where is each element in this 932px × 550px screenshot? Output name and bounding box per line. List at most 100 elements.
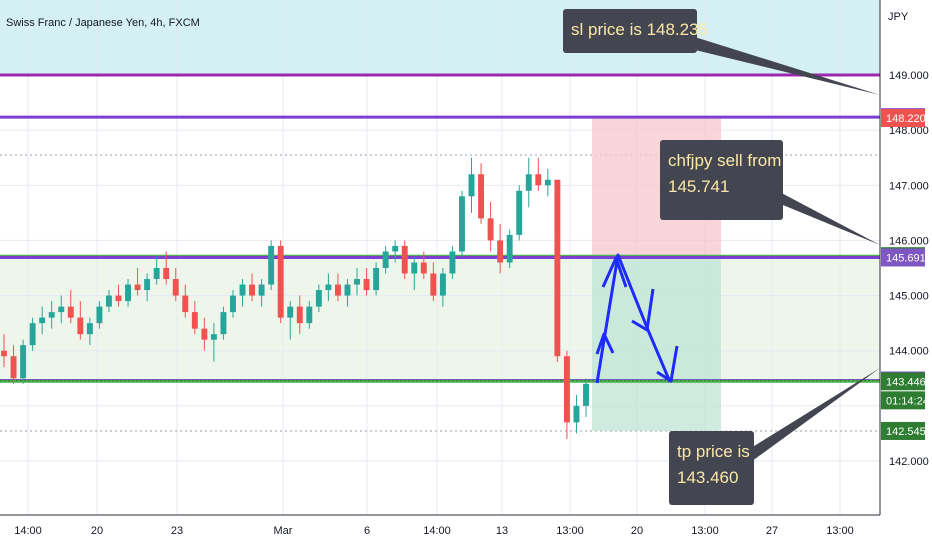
- time-tick: 13: [496, 525, 508, 537]
- price-tick: 145.000: [889, 291, 929, 303]
- candle-body: [459, 196, 465, 252]
- horizontal-lines[interactable]: [0, 73, 880, 383]
- candle: [487, 201, 494, 252]
- candle-body: [67, 306, 74, 318]
- price-label-box: [881, 421, 925, 440]
- entry-callout[interactable]: chfjpy sell from 145.741: [660, 140, 880, 245]
- candle-body: [268, 245, 275, 285]
- candle-body: [439, 273, 446, 296]
- candle: [153, 256, 160, 285]
- candle: [478, 163, 485, 224]
- candle-body: [153, 268, 160, 280]
- time-tick: Mar: [274, 525, 293, 537]
- annotations[interactable]: sl price is 148.235 chfjpy sell from 145.7…: [563, 9, 880, 505]
- candle-body: [535, 174, 542, 186]
- candle-body: [277, 245, 284, 318]
- price-label-text: 143.446: [886, 376, 926, 388]
- candle: [210, 323, 217, 362]
- candle-body: [296, 306, 303, 324]
- arrow-head-0: [595, 332, 615, 355]
- time-axis: 14:00 20 23 Mar 6 14:00 13 13:00 20 13:00 27 13:00: [0, 514, 932, 550]
- candle: [563, 350, 570, 439]
- candle-body: [1, 350, 7, 357]
- price-label: 142.545: [881, 421, 926, 440]
- drawn-arrows: [595, 253, 679, 384]
- candle-body: [315, 290, 322, 307]
- candle-body: [373, 268, 380, 291]
- candle: [67, 290, 74, 324]
- candle: [535, 157, 542, 191]
- price-label-text: 01:14:24: [886, 395, 929, 407]
- candle: [258, 279, 265, 307]
- price-label-box: [881, 391, 925, 410]
- callout-box: [660, 140, 783, 220]
- chart-title: Swiss Franc / Japanese Yen, 4h, FXCM: [6, 17, 200, 29]
- candle: [430, 262, 437, 302]
- callout-text-line2: 145.741: [668, 177, 729, 196]
- price-label-text: 142.545: [886, 426, 926, 438]
- time-tick: 6: [364, 525, 370, 537]
- candle: [411, 256, 418, 291]
- time-tick: 27: [766, 525, 778, 537]
- candle: [315, 284, 322, 313]
- candle-body: [182, 295, 189, 313]
- candle-body: [497, 240, 504, 263]
- candle: [573, 394, 580, 434]
- price-label: 01:14:24: [881, 391, 929, 410]
- candle-body: [516, 190, 523, 235]
- candle: [420, 251, 427, 280]
- candle-body: [134, 284, 141, 291]
- time-tick: 23: [171, 525, 183, 537]
- currency-label: JPY: [888, 11, 909, 23]
- candle: [201, 317, 208, 351]
- candle-body: [58, 306, 65, 313]
- candle: [401, 240, 408, 280]
- candle: [230, 290, 236, 318]
- candle-body: [430, 273, 437, 296]
- candle-body: [287, 306, 294, 318]
- candle-body: [468, 174, 475, 197]
- candle: [144, 273, 151, 302]
- candle: [354, 268, 360, 296]
- candle-body: [10, 356, 17, 379]
- projected-path: [595, 253, 672, 384]
- price-label: 148.220: [881, 109, 926, 128]
- candle: [468, 157, 475, 213]
- candle: [48, 301, 55, 329]
- candle: [277, 240, 284, 324]
- price-label: 143.446: [881, 372, 926, 391]
- candle-body: [230, 295, 236, 313]
- candle: [373, 262, 380, 296]
- candle-body: [583, 383, 589, 406]
- candle: [249, 273, 256, 302]
- candle: [306, 301, 313, 329]
- candle-body: [506, 234, 513, 263]
- take-profit-zone: [592, 254, 721, 431]
- candle: [525, 157, 532, 208]
- callout-tail: [650, 23, 880, 95]
- candle-body: [125, 284, 131, 302]
- price-tick: 144.000: [889, 346, 929, 358]
- candle: [363, 268, 370, 296]
- candle: [459, 190, 465, 257]
- candle-body: [449, 251, 456, 274]
- time-tick: 13:00: [556, 525, 584, 537]
- candle: [86, 317, 93, 346]
- candle: [325, 273, 332, 302]
- candle: [544, 168, 551, 197]
- candle: [115, 284, 122, 307]
- arrow-head-1: [601, 256, 628, 288]
- candle: [449, 245, 456, 280]
- time-tick: 14:00: [423, 525, 451, 537]
- sl-callout[interactable]: sl price is 148.235: [563, 9, 880, 95]
- arrow-head-2: [631, 288, 655, 332]
- candle-body: [172, 279, 179, 296]
- tp-callout[interactable]: tp price is 143.460: [669, 368, 880, 505]
- candle-body: [220, 312, 227, 335]
- candle-body: [105, 295, 112, 307]
- time-tick: 20: [631, 525, 643, 537]
- price-axis: JPY 149.000 148.000 147.000 146.000 145.000 14…: [879, 0, 932, 550]
- candle-body: [39, 317, 46, 324]
- candle: [39, 306, 46, 335]
